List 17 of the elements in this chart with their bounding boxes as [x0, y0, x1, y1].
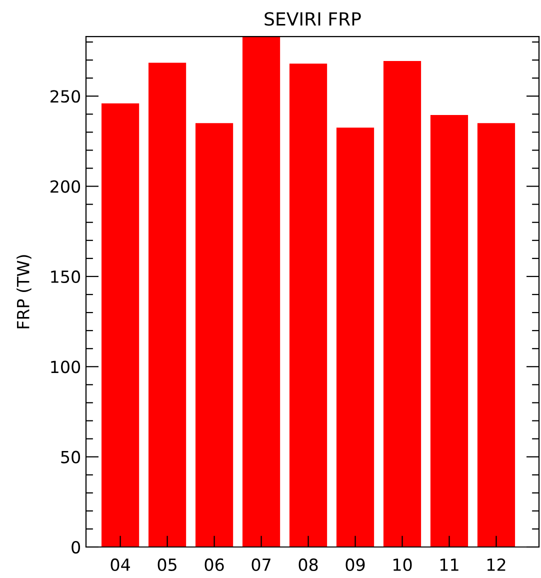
x-tick-label: 09 [346, 558, 365, 572]
x-tick-label: 08 [298, 558, 318, 572]
x-tick-label: 10 [393, 558, 412, 572]
y-axis-title: FRP (TW) [16, 255, 32, 328]
chart-title: SEVIRI FRP [264, 12, 361, 26]
x-tick-label: 05 [158, 558, 176, 572]
x-tick-label: 04 [110, 558, 130, 572]
y-tick-label: 0 [72, 540, 80, 554]
y-tick-label: 150 [51, 270, 80, 284]
x-tick-label: 12 [487, 558, 506, 571]
y-tick-label: 50 [61, 450, 80, 464]
x-tick-label: 06 [204, 558, 224, 572]
y-tick-label: 200 [50, 180, 80, 193]
y-tick-label: 250 [50, 90, 80, 103]
y-tick-label: 100 [51, 360, 80, 374]
x-tick-label: 07 [252, 558, 270, 572]
x-tick-label: 11 [440, 558, 458, 571]
